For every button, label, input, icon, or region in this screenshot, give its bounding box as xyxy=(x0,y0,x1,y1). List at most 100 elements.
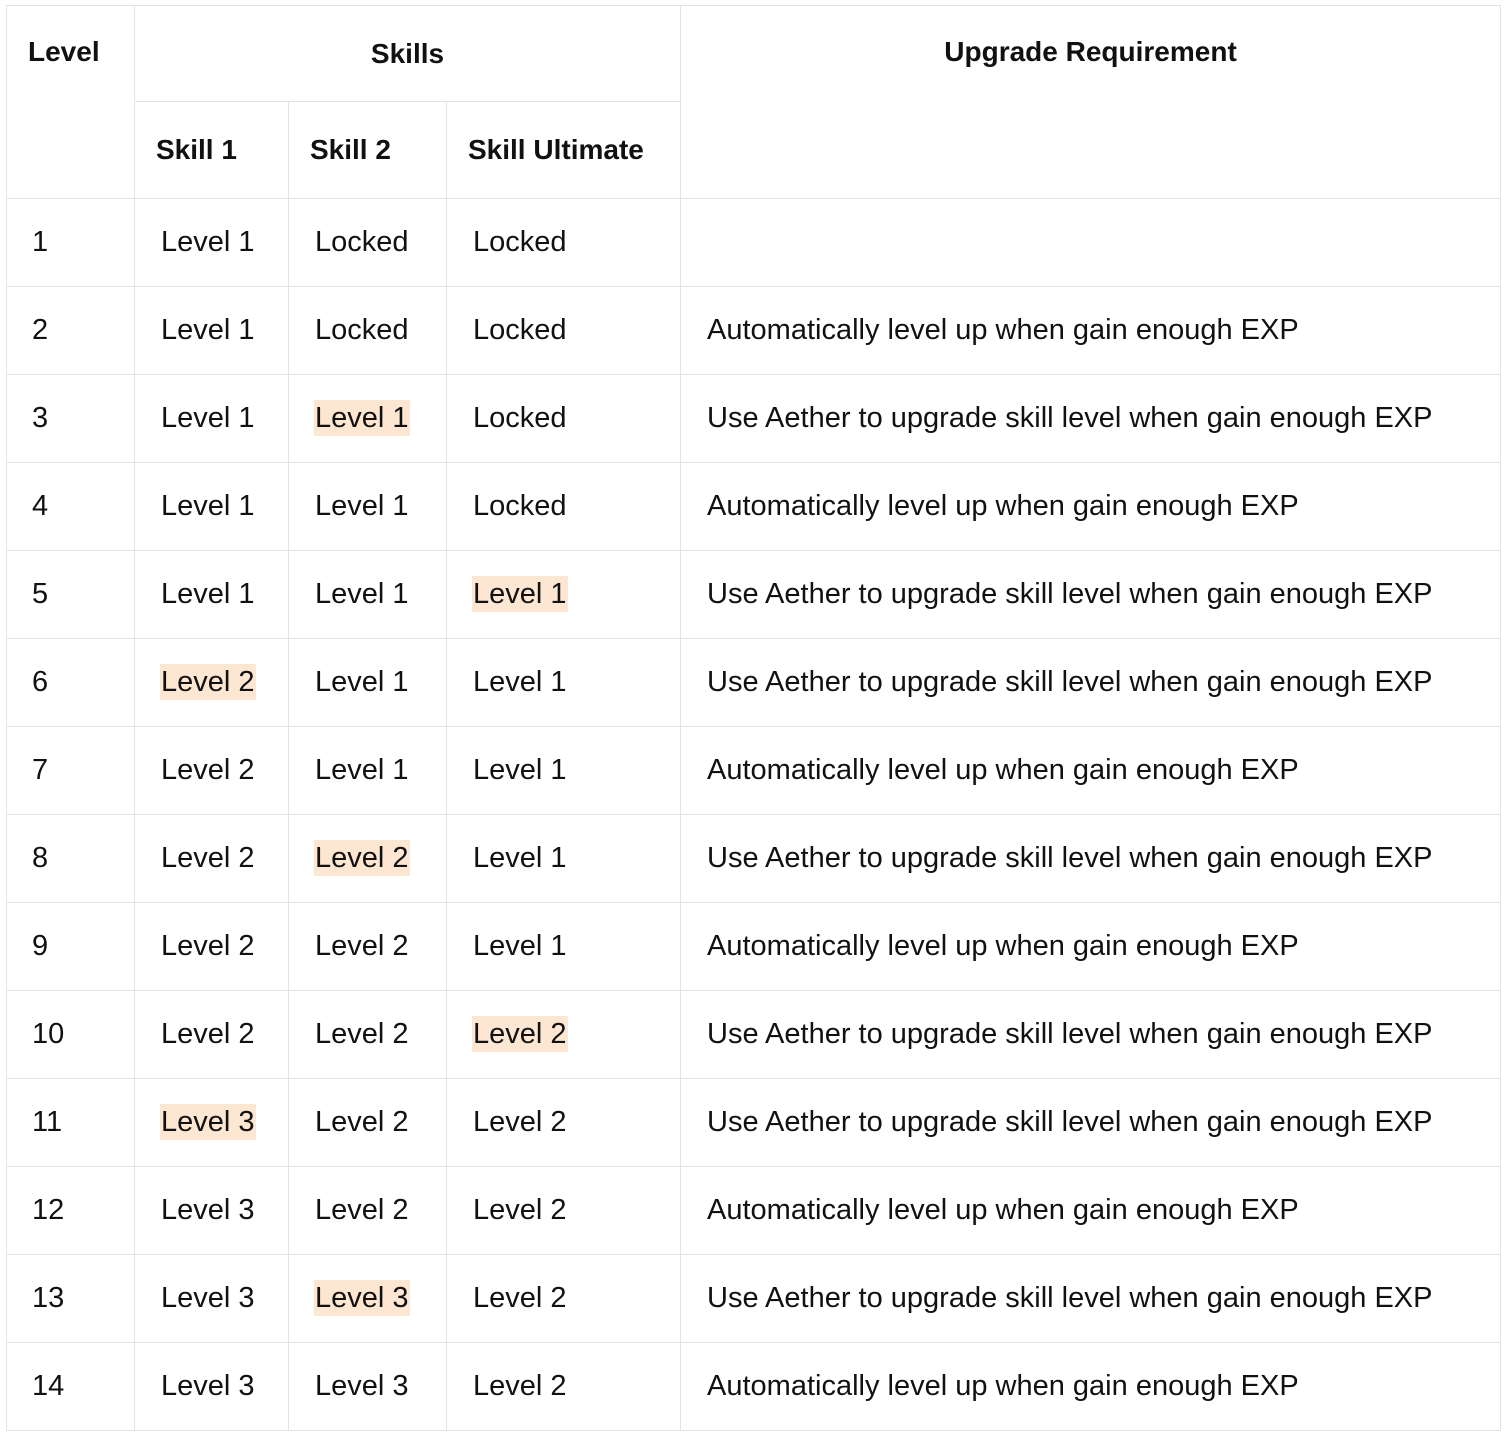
highlighted-skill-value: Level 1 xyxy=(472,576,568,612)
row-skill-ultimate-cell: Locked xyxy=(445,286,682,375)
skill-value: Level 1 xyxy=(161,578,255,610)
table-row: 10 Level 2 Level 2 Level 2 Use Aether to upg… xyxy=(6,990,1502,1079)
row-skill-1-cell: Level 3 xyxy=(134,1078,289,1167)
table-row: 3 Level 1 Level 1 Locked Use Aether to upgra… xyxy=(6,374,1502,463)
skill-value: Locked xyxy=(315,314,409,346)
row-skill-1-cell: Level 2 xyxy=(134,638,289,727)
header-skills: Skills xyxy=(133,5,682,102)
row-level-cell: 3 xyxy=(6,374,135,463)
row-level-cell: 1 xyxy=(6,198,135,287)
header-skill-1: Skill 1 xyxy=(134,101,289,199)
skill-value: Locked xyxy=(315,226,409,258)
row-skill-1-cell: Level 1 xyxy=(134,462,289,551)
row-level-cell: 13 xyxy=(6,1254,135,1343)
skill-level-table: Level Skills Upgrade Requirement Skill 1… xyxy=(6,5,1502,1431)
row-skill-2-cell: Level 3 xyxy=(288,1254,447,1343)
row-requirement-cell: Use Aether to upgrade skill level when g… xyxy=(680,814,1502,903)
skill-value: Level 2 xyxy=(473,1282,567,1314)
row-skill-2-cell: Locked xyxy=(288,286,447,375)
row-skill-ultimate-cell: Locked xyxy=(445,462,682,551)
skill-value: Level 2 xyxy=(161,842,255,874)
skill-value: Level 1 xyxy=(315,578,409,610)
row-skill-1-cell: Level 2 xyxy=(134,726,289,815)
row-requirement-cell: Automatically level up when gain enough … xyxy=(680,1166,1502,1255)
row-skill-1-cell: Level 3 xyxy=(134,1254,289,1343)
skill-value: Level 2 xyxy=(161,1018,255,1050)
row-requirement-cell: Use Aether to upgrade skill level when g… xyxy=(680,374,1502,463)
table-row: 4 Level 1 Level 1 Locked Automatically level… xyxy=(6,462,1502,551)
row-skill-ultimate-cell: Level 2 xyxy=(445,1166,682,1255)
row-level-cell: 9 xyxy=(6,902,135,991)
row-level-cell: 6 xyxy=(6,638,135,727)
skill-value: Level 2 xyxy=(161,930,255,962)
highlighted-skill-value: Level 1 xyxy=(314,400,410,436)
skill-value: Level 1 xyxy=(161,314,255,346)
skill-level-table-wrapper: Level Skills Upgrade Requirement Skill 1… xyxy=(6,5,1502,1431)
row-skill-ultimate-cell: Level 1 xyxy=(445,638,682,727)
skill-value: Locked xyxy=(473,314,567,346)
row-level-cell: 5 xyxy=(6,550,135,639)
skill-value: Locked xyxy=(473,490,567,522)
skill-value: Level 1 xyxy=(315,666,409,698)
row-skill-2-cell: Level 2 xyxy=(288,990,447,1079)
skill-value: Level 3 xyxy=(161,1194,255,1226)
row-level-cell: 7 xyxy=(6,726,135,815)
row-requirement-cell xyxy=(680,198,1502,287)
header-level: Level xyxy=(6,5,135,199)
row-skill-2-cell: Level 2 xyxy=(288,814,447,903)
table-row: 5 Level 1 Level 1 Level 1 Use Aether to upgr… xyxy=(6,550,1502,639)
table-row: 7 Level 2 Level 1 Level 1 Automatically leve… xyxy=(6,726,1502,815)
row-skill-ultimate-cell: Locked xyxy=(445,198,682,287)
row-skill-1-cell: Level 2 xyxy=(134,990,289,1079)
row-skill-2-cell: Level 1 xyxy=(288,550,447,639)
skill-value: Level 3 xyxy=(161,1370,255,1402)
table-body: 1 Level 1 Locked Locked 2 Level 1 Locked Locked… xyxy=(6,198,1502,1431)
row-skill-1-cell: Level 1 xyxy=(134,374,289,463)
row-skill-1-cell: Level 3 xyxy=(134,1166,289,1255)
row-requirement-cell: Use Aether to upgrade skill level when g… xyxy=(680,990,1502,1079)
skill-value: Locked xyxy=(473,226,567,258)
row-level-cell: 4 xyxy=(6,462,135,551)
row-skill-ultimate-cell: Level 1 xyxy=(445,726,682,815)
table-header: Level Skills Upgrade Requirement Skill 1… xyxy=(6,5,1502,199)
highlighted-skill-value: Level 2 xyxy=(160,664,256,700)
row-skill-1-cell: Level 1 xyxy=(134,286,289,375)
header-skill-ultimate: Skill Ultimate xyxy=(445,101,682,199)
row-skill-2-cell: Level 2 xyxy=(288,1166,447,1255)
skill-value: Level 2 xyxy=(161,754,255,786)
row-requirement-cell: Automatically level up when gain enough … xyxy=(680,286,1502,375)
header-row-sub: Skill 1 Skill 2 Skill Ultimate xyxy=(7,101,1501,199)
skill-value: Level 2 xyxy=(473,1194,567,1226)
skill-value: Level 1 xyxy=(315,490,409,522)
skill-value: Level 3 xyxy=(161,1282,255,1314)
row-requirement-cell: Automatically level up when gain enough … xyxy=(680,1342,1502,1431)
row-skill-ultimate-cell: Level 1 xyxy=(445,814,682,903)
highlighted-skill-value: Level 3 xyxy=(314,1280,410,1316)
table-row: 14 Level 3 Level 3 Level 2 Automatically lev… xyxy=(6,1342,1502,1431)
row-requirement-cell: Automatically level up when gain enough … xyxy=(680,902,1502,991)
highlighted-skill-value: Level 3 xyxy=(160,1104,256,1140)
skill-value: Level 1 xyxy=(161,226,255,258)
row-level-cell: 12 xyxy=(6,1166,135,1255)
row-level-cell: 11 xyxy=(6,1078,135,1167)
row-skill-2-cell: Level 1 xyxy=(288,638,447,727)
skill-value: Level 1 xyxy=(473,842,567,874)
table-row: 11 Level 3 Level 2 Level 2 Use Aether to upg… xyxy=(6,1078,1502,1167)
row-skill-2-cell: Locked xyxy=(288,198,447,287)
row-skill-1-cell: Level 2 xyxy=(134,814,289,903)
row-skill-1-cell: Level 3 xyxy=(134,1342,289,1431)
row-skill-1-cell: Level 1 xyxy=(134,550,289,639)
table-row: 2 Level 1 Locked Locked Automatically level … xyxy=(6,286,1502,375)
table-row: 12 Level 3 Level 2 Level 2 Automatically lev… xyxy=(6,1166,1502,1255)
row-skill-ultimate-cell: Locked xyxy=(445,374,682,463)
skill-value: Level 2 xyxy=(473,1370,567,1402)
highlighted-skill-value: Level 2 xyxy=(472,1016,568,1052)
table-row: 9 Level 2 Level 2 Level 1 Automatically leve… xyxy=(6,902,1502,991)
skill-value: Level 2 xyxy=(473,1106,567,1138)
row-skill-1-cell: Level 2 xyxy=(134,902,289,991)
row-skill-2-cell: Level 2 xyxy=(288,902,447,991)
skill-value: Level 2 xyxy=(315,1194,409,1226)
skill-value: Level 1 xyxy=(161,490,255,522)
row-requirement-cell: Automatically level up when gain enough … xyxy=(680,462,1502,551)
row-level-cell: 14 xyxy=(6,1342,135,1431)
